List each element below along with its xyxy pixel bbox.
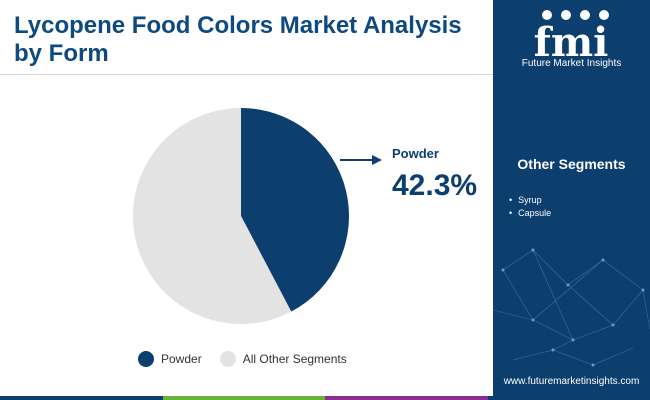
legend-label-powder: Powder xyxy=(161,352,202,366)
logo-icons-icon xyxy=(542,10,609,20)
bottom-bar-segment xyxy=(0,396,163,400)
other-segments-list: Syrup Capsule xyxy=(509,194,551,220)
legend-swatch-powder xyxy=(138,351,154,367)
bottom-bar-segment xyxy=(162,396,325,400)
legend-item-other: All Other Segments xyxy=(219,351,347,367)
legend-label-other: All Other Segments xyxy=(242,352,347,366)
logo-text: fmi xyxy=(534,19,609,66)
page-title: Lycopene Food Colors Market Analysis by … xyxy=(14,12,462,67)
bottom-color-bar xyxy=(0,396,650,400)
pie-slices xyxy=(132,108,349,324)
website-link[interactable]: www.futuremarketinsights.com xyxy=(503,376,640,387)
fmi-logo: fmi xyxy=(534,10,609,66)
network-graphic-icon xyxy=(493,248,650,367)
legend-swatch-other xyxy=(219,351,236,367)
pie-slice-powder xyxy=(241,108,349,312)
bottom-bar-segment xyxy=(325,396,488,400)
pie-chart: Powder 42.3% xyxy=(132,108,477,324)
chart-legend: Powder All Other Segments xyxy=(138,349,365,369)
other-segments-title: Other Segments xyxy=(517,156,626,172)
legend-item-powder: Powder xyxy=(138,351,202,367)
bottom-bar-segment xyxy=(487,396,650,400)
header-divider xyxy=(0,74,493,75)
brand-name: Future Market Insights xyxy=(521,58,622,69)
side-panel: fmi Future Market Insights Other Segment… xyxy=(493,0,650,400)
annotation-arrow xyxy=(340,155,382,165)
list-item: Capsule xyxy=(509,207,551,220)
pie-slice-all-other-segments xyxy=(132,108,292,324)
annotation-label: Powder xyxy=(392,146,439,161)
annotation-value: 42.3% xyxy=(392,169,477,202)
list-item: Syrup xyxy=(509,194,551,207)
